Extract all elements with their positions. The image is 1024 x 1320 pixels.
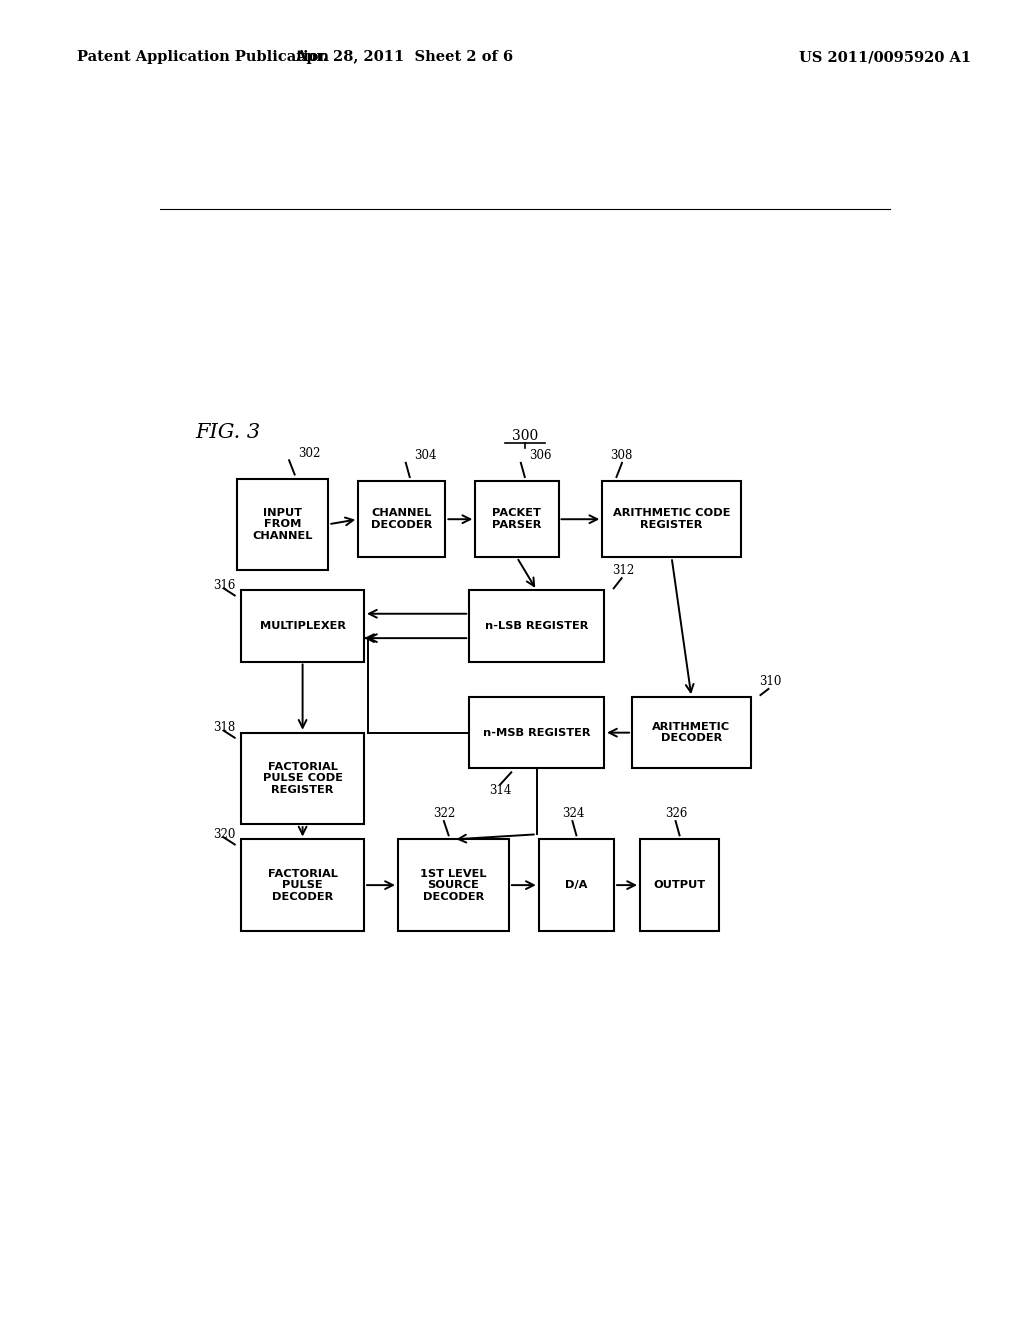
Text: Apr. 28, 2011  Sheet 2 of 6: Apr. 28, 2011 Sheet 2 of 6	[295, 50, 514, 65]
Bar	[469, 590, 604, 661]
Text: 300: 300	[512, 429, 538, 444]
Bar	[602, 480, 741, 557]
Text: OUTPUT: OUTPUT	[653, 880, 706, 890]
Text: ARITHMETIC CODE
REGISTER: ARITHMETIC CODE REGISTER	[613, 508, 730, 531]
Text: PACKET
PARSER: PACKET PARSER	[493, 508, 542, 531]
Text: Patent Application Publication: Patent Application Publication	[77, 50, 329, 65]
Text: 310: 310	[759, 676, 781, 688]
Text: D/A: D/A	[565, 880, 588, 890]
Bar	[397, 840, 509, 931]
Text: FIG. 3: FIG. 3	[196, 424, 260, 442]
Text: 302: 302	[299, 446, 321, 459]
Bar	[238, 479, 329, 570]
Text: 322: 322	[433, 808, 456, 821]
Text: FACTORIAL
PULSE CODE
REGISTER: FACTORIAL PULSE CODE REGISTER	[262, 762, 343, 795]
Text: 1ST LEVEL
SOURCE
DECODER: 1ST LEVEL SOURCE DECODER	[420, 869, 486, 902]
Bar	[241, 733, 365, 824]
Text: 312: 312	[612, 564, 634, 577]
Bar	[539, 840, 614, 931]
Bar	[358, 480, 445, 557]
Text: 314: 314	[489, 784, 511, 797]
Text: 326: 326	[666, 808, 688, 821]
Text: 306: 306	[528, 449, 551, 462]
Text: n-MSB REGISTER: n-MSB REGISTER	[483, 727, 591, 738]
Text: 308: 308	[610, 449, 633, 462]
Text: ARITHMETIC
DECODER: ARITHMETIC DECODER	[652, 722, 730, 743]
Text: n-LSB REGISTER: n-LSB REGISTER	[485, 620, 589, 631]
Text: INPUT
FROM
CHANNEL: INPUT FROM CHANNEL	[253, 508, 313, 541]
Bar	[640, 840, 719, 931]
Text: MULTIPLEXER: MULTIPLEXER	[260, 620, 345, 631]
Text: 324: 324	[562, 808, 585, 821]
Text: FACTORIAL
PULSE
DECODER: FACTORIAL PULSE DECODER	[267, 869, 338, 902]
Text: CHANNEL
DECODER: CHANNEL DECODER	[371, 508, 432, 531]
Bar	[469, 697, 604, 768]
Text: US 2011/0095920 A1: US 2011/0095920 A1	[799, 50, 971, 65]
Text: 304: 304	[414, 449, 436, 462]
Bar	[241, 840, 365, 931]
Text: 320: 320	[213, 828, 236, 841]
Bar	[475, 480, 558, 557]
Text: 316: 316	[213, 578, 236, 591]
Bar	[632, 697, 751, 768]
Bar	[241, 590, 365, 661]
Text: 318: 318	[213, 721, 236, 734]
